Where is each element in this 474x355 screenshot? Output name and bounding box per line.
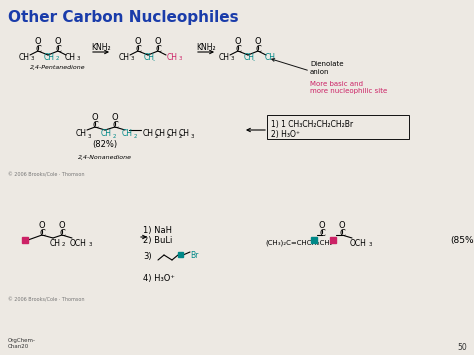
Text: O: O: [255, 38, 261, 47]
Bar: [22, 237, 28, 243]
Text: 2: 2: [61, 242, 65, 247]
Text: O: O: [59, 222, 65, 230]
Text: 2: 2: [133, 133, 137, 138]
Text: CH: CH: [219, 53, 229, 61]
Text: 2: 2: [166, 133, 170, 138]
Text: KNH₂: KNH₂: [196, 43, 216, 51]
Text: CH: CH: [118, 53, 129, 61]
Text: OrgChem-
Chan20: OrgChem- Chan20: [8, 338, 36, 349]
Text: 3: 3: [30, 56, 34, 61]
Text: OCH: OCH: [349, 239, 366, 247]
Text: O: O: [339, 222, 346, 230]
Text: 1) 1 CH₃CH₂CH₂CH₂Br: 1) 1 CH₃CH₂CH₂CH₂Br: [271, 120, 353, 129]
Text: 3: 3: [87, 133, 91, 138]
Text: 2: 2: [112, 133, 116, 138]
Text: CH: CH: [18, 53, 29, 61]
Text: 2) H₃O⁺: 2) H₃O⁺: [271, 131, 300, 140]
Text: O: O: [35, 38, 41, 47]
Text: 3: 3: [88, 242, 92, 247]
Text: CH: CH: [155, 130, 165, 138]
Text: O: O: [39, 222, 46, 230]
Text: Other Carbon Nucleophiles: Other Carbon Nucleophiles: [8, 10, 238, 25]
Text: 3: 3: [230, 56, 234, 61]
Text: 3: 3: [368, 242, 372, 247]
Text: C: C: [255, 45, 261, 55]
Text: C: C: [92, 121, 98, 131]
Text: 2,4-Pentanedione: 2,4-Pentanedione: [30, 66, 86, 71]
Text: Br: Br: [190, 251, 198, 260]
Text: O: O: [112, 114, 118, 122]
Bar: [311, 237, 317, 243]
Text: KNH₂: KNH₂: [91, 43, 111, 51]
Text: O: O: [91, 114, 98, 122]
Bar: [178, 252, 183, 257]
Text: CH: CH: [75, 130, 86, 138]
Text: CH: CH: [244, 53, 255, 61]
Text: C: C: [235, 45, 241, 55]
Text: 3: 3: [190, 133, 194, 138]
Text: CH: CH: [100, 130, 111, 138]
Text: O: O: [55, 38, 61, 47]
Text: 1) NaH: 1) NaH: [143, 225, 172, 235]
Text: Dienolate
anion: Dienolate anion: [310, 61, 344, 75]
Text: 2,4-Nonanedione: 2,4-Nonanedione: [78, 154, 132, 159]
Text: CH: CH: [49, 239, 61, 247]
Text: C: C: [155, 45, 161, 55]
Text: 2: 2: [55, 56, 59, 61]
Text: C: C: [112, 121, 118, 131]
Text: CH: CH: [64, 53, 75, 61]
Text: C: C: [39, 229, 45, 239]
Text: 4) H₃O⁺: 4) H₃O⁺: [143, 273, 175, 283]
Text: CH: CH: [44, 53, 55, 61]
Text: C: C: [319, 229, 325, 239]
Text: CH: CH: [121, 130, 133, 138]
Text: C: C: [35, 45, 41, 55]
Text: 2) BuLi: 2) BuLi: [143, 236, 173, 246]
Text: C: C: [55, 45, 61, 55]
Text: ··: ··: [152, 59, 156, 64]
Text: 2: 2: [178, 133, 182, 138]
Text: OCH: OCH: [70, 239, 86, 247]
Text: 3: 3: [76, 56, 80, 61]
Text: C: C: [339, 229, 345, 239]
Text: 3: 3: [178, 56, 182, 61]
Text: CH: CH: [143, 130, 154, 138]
Text: (85%): (85%): [450, 236, 474, 246]
Text: (82%): (82%): [92, 141, 118, 149]
Text: 3): 3): [143, 252, 152, 262]
Text: CH: CH: [264, 53, 275, 61]
Text: O: O: [235, 38, 241, 47]
Bar: [330, 237, 336, 243]
Text: O: O: [155, 38, 161, 47]
Text: CH: CH: [179, 130, 190, 138]
Text: More basic and
more nucleophilic site: More basic and more nucleophilic site: [310, 82, 387, 94]
Text: © 2006 Brooks/Cole · Thomson: © 2006 Brooks/Cole · Thomson: [8, 297, 84, 302]
Text: O: O: [319, 222, 325, 230]
Text: ··: ··: [252, 59, 256, 64]
Text: ··: ··: [273, 59, 277, 64]
Text: CH: CH: [144, 53, 155, 61]
Text: C: C: [135, 45, 141, 55]
Text: (CH₃)₂C=CHCH₂CH₂: (CH₃)₂C=CHCH₂CH₂: [265, 240, 332, 246]
Text: 50: 50: [457, 344, 467, 353]
Text: 3: 3: [130, 56, 134, 61]
Text: CH: CH: [166, 130, 177, 138]
Text: C: C: [59, 229, 65, 239]
Text: 2: 2: [154, 133, 158, 138]
Text: © 2006 Brooks/Cole · Thomson: © 2006 Brooks/Cole · Thomson: [8, 173, 84, 178]
Text: O: O: [135, 38, 141, 47]
Text: CH: CH: [166, 53, 177, 61]
